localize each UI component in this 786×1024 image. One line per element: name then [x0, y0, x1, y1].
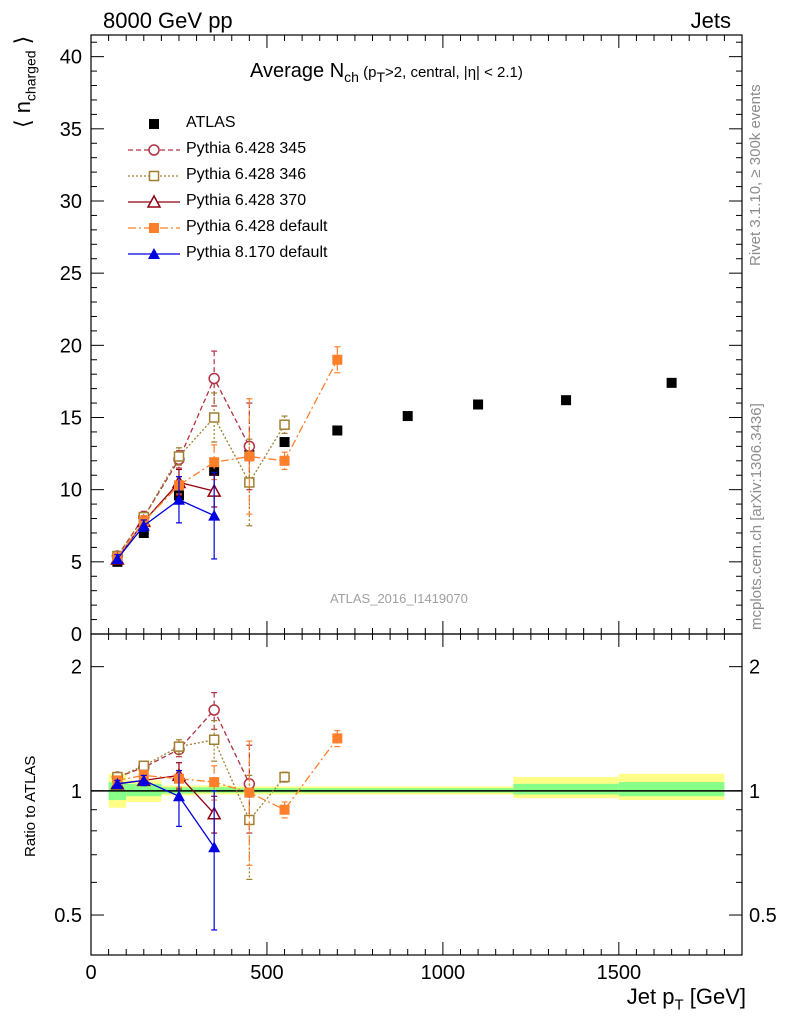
ratio-line-1: [117, 739, 286, 822]
analysis-watermark: ATLAS_2016_I1419070: [330, 591, 468, 606]
main-series-5: [111, 471, 221, 564]
main-series-group: [110, 346, 677, 567]
main-point-0-10: [666, 377, 677, 388]
main-point-2-5: [279, 419, 290, 430]
legend-entry-pythia-346: Pythia 6.428 346: [186, 166, 307, 183]
x-tick-label-0: 0: [85, 962, 96, 984]
ratio-y-tick-label-right-1: 1: [749, 781, 760, 803]
legend-entry-pythia-345: Pythia 6.428 345: [186, 140, 307, 157]
legend-entry-pythia6-default: Pythia 6.428 default: [186, 218, 328, 235]
legend-marker-1: [148, 144, 160, 156]
ratio-point-3-4: [244, 787, 255, 798]
ratio-y-tick-label-right-0.5: 0.5: [749, 905, 777, 927]
main-point-0-1: [138, 527, 149, 538]
main-point-5-0: [111, 552, 124, 564]
band-inner-3: [196, 787, 232, 793]
main-point-5-1: [137, 519, 150, 531]
main-point-0-3: [209, 465, 220, 476]
axis-ticks: [90, 35, 743, 956]
ratio-point-1-5: [279, 771, 290, 783]
main-point-4-3: [209, 457, 220, 468]
x-tick-label-1500: 1500: [597, 962, 642, 984]
legend-entry-pythia8-default: Pythia 8.170 default: [186, 244, 328, 261]
ratio-point-4-1: [137, 774, 150, 786]
main-point-0-5: [279, 437, 290, 448]
tick-labels: 0 500 1000 1500 0 5 10 15 20 25 30 35 40 0.5 0.5 1 1 2 2: [54, 47, 777, 984]
ratio-point-4-2: [172, 790, 185, 802]
main-y-tick-label-30: 30: [60, 191, 82, 213]
band-inner-10: [618, 782, 725, 797]
ratio-point-3-3: [209, 777, 220, 788]
main-y-tick-label-0: 0: [71, 624, 82, 646]
main-y-tick-label-15: 15: [60, 407, 82, 429]
main-point-4-4: [244, 451, 255, 462]
rivet-version-label: Rivet 3.1.10, ≥ 300k events: [747, 84, 764, 266]
process-label: Jets: [690, 8, 731, 33]
main-point-0-7: [402, 411, 413, 422]
ratio-y-tick-label-2: 2: [71, 657, 82, 679]
main-point-4-5: [279, 455, 290, 466]
main-point-0-6: [332, 425, 343, 436]
main-point-2-3: [208, 412, 220, 423]
main-point-0-8: [473, 399, 484, 410]
ratio-point-3-6: [332, 733, 343, 744]
beam-energy-label: 8000 GeV pp: [103, 8, 233, 33]
chart-title: Average Nch (pT>2, central, |η| < 2.1): [250, 60, 523, 85]
ratio-point-1-3: [208, 734, 220, 746]
ratio-point-3-5: [279, 804, 290, 815]
legend-marker-3: [146, 194, 162, 208]
main-y-tick-label-35: 35: [60, 119, 82, 141]
main-point-4-6: [332, 354, 343, 365]
ratio-point-4-3: [208, 841, 221, 853]
x-tick-label-1000: 1000: [421, 962, 466, 984]
main-point-0-9: [561, 395, 572, 406]
ratio-frame: [90, 633, 743, 956]
ratio-series-group: [110, 692, 343, 931]
main-y-tick-label-5: 5: [71, 552, 82, 574]
main-y-tick-label-20: 20: [60, 335, 82, 357]
ratio-line-4: [117, 779, 215, 848]
ratio-y-axis-label: Ratio to ATLAS: [22, 755, 39, 857]
legend-marker-2: [148, 170, 160, 182]
ratio-point-1-2: [173, 741, 185, 752]
band-inner-9: [513, 783, 619, 795]
main-y-tick-label-10: 10: [60, 480, 82, 502]
x-tick-label-500: 500: [250, 962, 283, 984]
legend-marker-5: [148, 248, 160, 259]
main-line-5: [116, 499, 215, 560]
axes-frames: [90, 34, 743, 956]
ratio-y-tick-label-1: 1: [71, 781, 82, 803]
main-y-tick-label-25: 25: [60, 263, 82, 285]
main-y-tick-label-40: 40: [60, 47, 82, 69]
ratio-point-1-1: [138, 760, 150, 772]
ratio-y-tick-label-right-2: 2: [749, 657, 760, 679]
main-point-5-2: [172, 493, 185, 505]
main-y-axis-label: ⟨ ncharged ⟩: [10, 35, 39, 128]
legend-marker-4: [149, 223, 159, 233]
legend-entry-atlas: ATLAS: [186, 114, 236, 131]
ratio-y-tick-label-0.5: 0.5: [54, 905, 82, 927]
main-plot-area: [91, 35, 742, 634]
ratio-point-4-0: [111, 777, 124, 789]
legend-entry-pythia-370: Pythia 6.428 370: [186, 192, 307, 209]
band-inner-1: [126, 783, 162, 797]
ratio-series-4: [111, 769, 221, 931]
main-point-1-3: [208, 372, 220, 385]
main-point-5-3: [208, 509, 221, 521]
main-panel: [91, 35, 742, 634]
main-point-2-2: [173, 451, 185, 462]
legend-marker-0: [149, 119, 159, 129]
legend-markers: [128, 119, 180, 259]
mcplots-label: mcplots.cern.ch [arXiv:1306.3436]: [748, 403, 765, 630]
ratio-point-0-3: [208, 704, 220, 716]
x-axis-label: Jet pT [GeV]: [626, 984, 746, 1014]
